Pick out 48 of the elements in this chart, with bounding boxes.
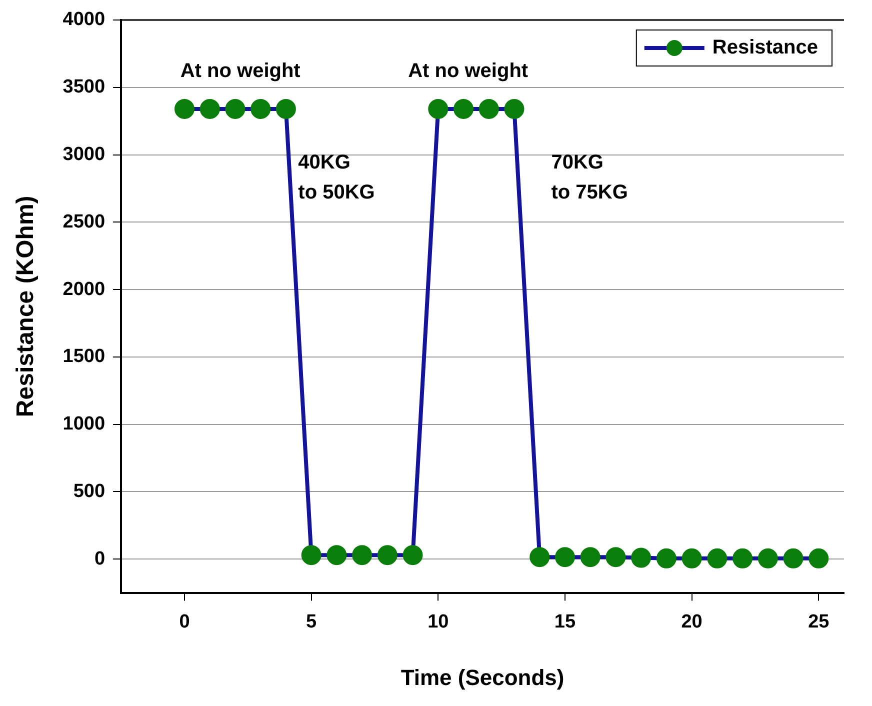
y-tick-label: 2500 xyxy=(62,211,106,232)
point xyxy=(808,548,829,568)
point xyxy=(200,98,220,119)
point xyxy=(682,548,702,568)
x-tick-label: 5 xyxy=(306,611,318,632)
point xyxy=(631,548,652,568)
point xyxy=(250,98,271,119)
x-tick-label: 20 xyxy=(681,611,702,632)
point xyxy=(428,98,448,119)
point xyxy=(783,548,804,568)
y-tick-label: 2000 xyxy=(62,278,106,300)
y-tick-label: 4000 xyxy=(62,9,106,30)
point xyxy=(707,548,728,568)
point xyxy=(225,98,246,119)
annotation: 70KG to 75KG xyxy=(551,152,628,204)
point xyxy=(478,98,499,119)
point xyxy=(454,98,474,119)
point xyxy=(732,548,753,568)
point xyxy=(377,545,398,566)
point xyxy=(301,545,322,566)
y-tick-label: 500 xyxy=(73,480,106,502)
point xyxy=(504,98,524,119)
x-axis-title: Time (Seconds) xyxy=(400,664,564,690)
annotation: At no weight xyxy=(180,60,301,82)
y-tick-label: 3000 xyxy=(62,144,106,166)
y-tick-label: 3500 xyxy=(62,76,106,98)
point xyxy=(352,545,372,566)
point xyxy=(758,548,778,568)
point xyxy=(276,98,296,119)
x-tick-label: 15 xyxy=(554,611,576,632)
y-tick-label: 1500 xyxy=(62,346,106,368)
point xyxy=(606,547,626,568)
point xyxy=(402,545,423,566)
annotation: At no weight xyxy=(408,60,528,82)
x-tick-label: 25 xyxy=(808,611,830,632)
y-tick-label: 1000 xyxy=(62,414,106,435)
x-tick-label: 0 xyxy=(179,611,190,632)
point xyxy=(530,547,550,568)
point xyxy=(174,98,194,119)
point xyxy=(554,547,575,568)
annotation: 40KG to 50KG xyxy=(298,152,375,204)
legend-label: Resistance xyxy=(712,36,818,59)
y-axis-title: Resistance (KOhm) xyxy=(12,196,40,418)
x-tick-label: 10 xyxy=(428,611,449,632)
point xyxy=(326,545,347,566)
y-tick-label: 0 xyxy=(94,548,106,570)
point xyxy=(656,548,676,568)
point xyxy=(580,547,600,568)
